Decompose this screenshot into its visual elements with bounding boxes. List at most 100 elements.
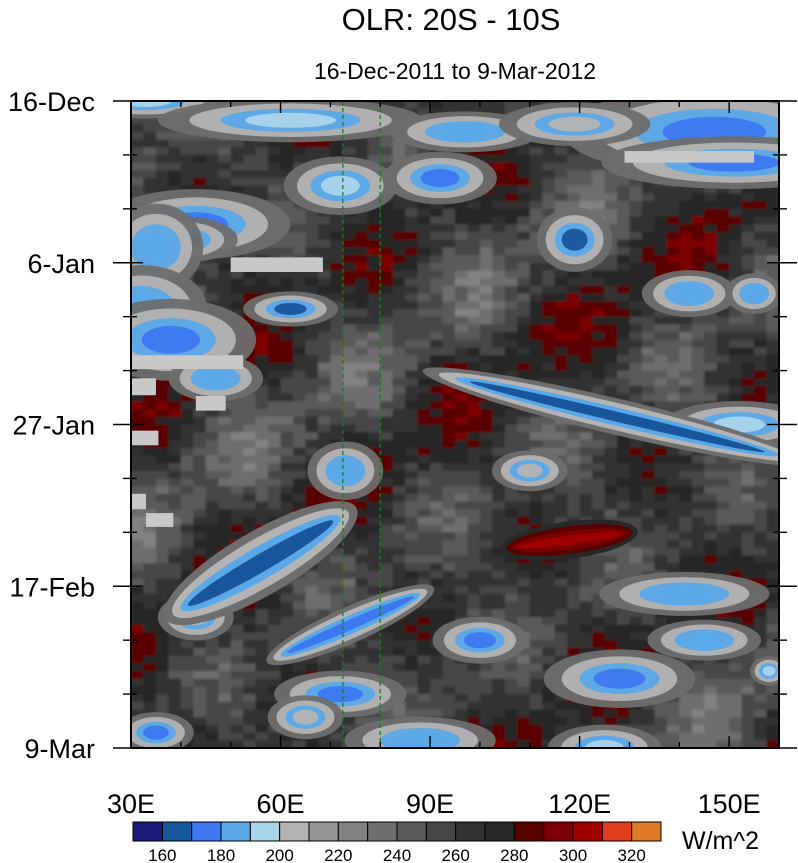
field-cell xyxy=(529,139,543,148)
field-cell xyxy=(392,516,406,526)
field-cell xyxy=(554,285,568,295)
field-cell xyxy=(330,578,344,587)
field-cell xyxy=(455,316,469,325)
field-cell xyxy=(243,732,257,741)
field-cell xyxy=(442,231,456,241)
field-cell xyxy=(367,647,381,657)
field-cell xyxy=(766,724,779,734)
field-cell xyxy=(155,601,169,610)
field-cell xyxy=(380,162,394,171)
field-cell xyxy=(666,339,680,349)
field-cell xyxy=(729,216,743,225)
field-cell xyxy=(255,170,269,179)
field-cell xyxy=(243,493,257,503)
field-cell xyxy=(305,224,319,233)
field-cell xyxy=(617,455,631,464)
field-cell xyxy=(255,617,269,626)
field-cell xyxy=(317,578,331,587)
low-olr-blob xyxy=(655,586,714,602)
field-cell xyxy=(193,139,207,148)
field-cell xyxy=(729,555,743,564)
field-cell xyxy=(355,439,369,449)
field-cell xyxy=(317,216,331,225)
field-cell xyxy=(467,201,481,210)
low-olr-blob xyxy=(420,169,460,188)
field-cell xyxy=(592,470,606,480)
field-cell xyxy=(218,486,232,495)
field-cell xyxy=(417,324,431,333)
field-cell xyxy=(579,563,593,572)
field-cell xyxy=(380,578,394,587)
field-cell xyxy=(704,547,718,557)
field-cell xyxy=(280,247,294,256)
field-cell xyxy=(666,524,680,533)
field-cell xyxy=(679,701,693,711)
field-cell xyxy=(754,355,768,364)
field-cell xyxy=(529,655,543,664)
field-cell xyxy=(629,455,643,464)
field-cell xyxy=(691,378,705,387)
field-cell xyxy=(342,308,356,318)
field-cell xyxy=(517,678,531,687)
field-cell xyxy=(729,316,743,325)
field-cell xyxy=(567,162,581,171)
field-cell xyxy=(193,262,207,272)
field-cell xyxy=(617,270,631,279)
field-cell xyxy=(243,740,257,748)
field-cell xyxy=(467,347,481,356)
field-cell xyxy=(729,655,743,664)
field-cell xyxy=(754,493,768,503)
field-cell xyxy=(230,139,244,148)
field-cell xyxy=(218,170,232,179)
field-cell xyxy=(754,740,768,748)
field-cell xyxy=(330,432,344,441)
field-cell xyxy=(455,486,469,495)
field-cell xyxy=(691,370,705,379)
field-cell xyxy=(392,324,406,333)
field-cell xyxy=(729,347,743,356)
field-cell xyxy=(180,501,194,510)
field-cell xyxy=(467,239,481,248)
field-cell xyxy=(604,632,618,641)
field-cell xyxy=(766,185,779,195)
field-cell xyxy=(317,493,331,503)
field-cell xyxy=(230,301,244,310)
field-cell xyxy=(417,385,431,395)
field-cell xyxy=(567,185,581,195)
field-cell xyxy=(442,547,456,557)
field-cell xyxy=(230,647,244,657)
field-cell xyxy=(205,416,219,426)
field-cell xyxy=(479,278,493,287)
field-cell xyxy=(168,563,182,572)
field-cell xyxy=(592,324,606,333)
field-cell xyxy=(754,393,768,402)
low-olr-blob xyxy=(744,286,764,301)
field-cell xyxy=(492,285,506,295)
field-cell xyxy=(268,694,282,703)
field-cell xyxy=(230,701,244,711)
field-cell xyxy=(567,555,581,564)
field-cell xyxy=(218,147,232,156)
field-cell xyxy=(529,617,543,626)
field-cell xyxy=(704,540,718,549)
field-cell xyxy=(230,694,244,703)
field-cell xyxy=(567,193,581,202)
field-cell xyxy=(617,555,631,564)
field-cell xyxy=(293,247,307,256)
field-cell xyxy=(330,740,344,748)
field-cell xyxy=(766,324,779,333)
field-cell xyxy=(143,131,157,141)
field-cell xyxy=(579,578,593,587)
field-cell xyxy=(729,532,743,541)
field-cell xyxy=(131,478,145,487)
field-cell xyxy=(629,478,643,487)
field-cell xyxy=(230,624,244,634)
field-cell xyxy=(143,701,157,711)
field-cell xyxy=(293,208,307,218)
field-cell xyxy=(492,447,506,456)
field-cell xyxy=(455,593,469,603)
field-cell xyxy=(754,701,768,711)
field-cell xyxy=(317,385,331,395)
field-cell xyxy=(168,509,182,518)
